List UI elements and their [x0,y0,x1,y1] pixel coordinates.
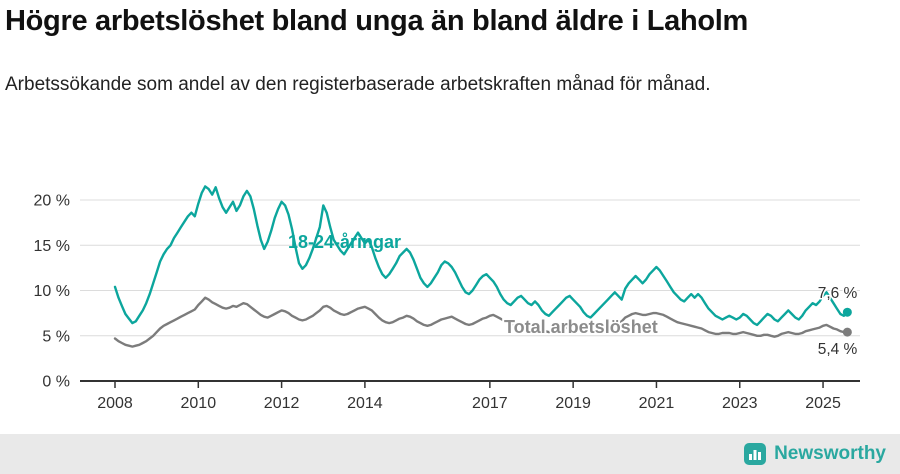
series-line-total [113,296,849,348]
newsworthy-brand-text: Newsworthy [774,443,886,464]
y-tick-label: 20 % [34,193,70,210]
x-tick-label: 2019 [555,395,591,412]
x-tick-label: 2023 [722,395,758,412]
end-value-label-youth: 7,6 % [818,285,858,302]
y-tick-label: 5 % [42,328,70,345]
x-tick-label: 2012 [264,395,300,412]
x-tick-label: 2008 [97,395,133,412]
x-tick-label: 2014 [347,395,383,412]
series-end-dot-total [842,327,852,337]
x-tick-label: 2025 [805,395,841,412]
series-line-youth [113,185,849,327]
chart-title: Högre arbetslöshet bland unga än bland ä… [5,5,749,37]
chart-area: 2008 2010 2012 2014 2017 2019 2021 2023 2025 0 % 5… [0,150,900,434]
series-end-dot-youth [842,307,852,317]
footer-bar: Newsworthy [0,434,900,474]
y-tick-label: 15 % [34,238,70,255]
line-chart: 2008 2010 2012 2014 2017 2019 2021 2023 2025 0 % 5… [34,185,860,412]
x-tick-label: 2010 [181,395,217,412]
series-label-youth: 18-24-åringar [288,232,401,252]
newsworthy-logo-icon [744,443,767,465]
chart-subtitle: Arbetssökande som andel av den registerb… [5,74,711,95]
y-tick-label: 10 % [34,283,70,300]
newsworthy-logo[interactable]: Newsworthy [743,442,886,466]
x-tick-label: 2021 [639,395,675,412]
y-tick-label: 0 % [42,374,70,391]
end-value-label-total: 5,4 % [818,341,858,358]
series-label-total: Total arbetslöshet [504,317,658,337]
x-tick-label: 2017 [472,395,508,412]
